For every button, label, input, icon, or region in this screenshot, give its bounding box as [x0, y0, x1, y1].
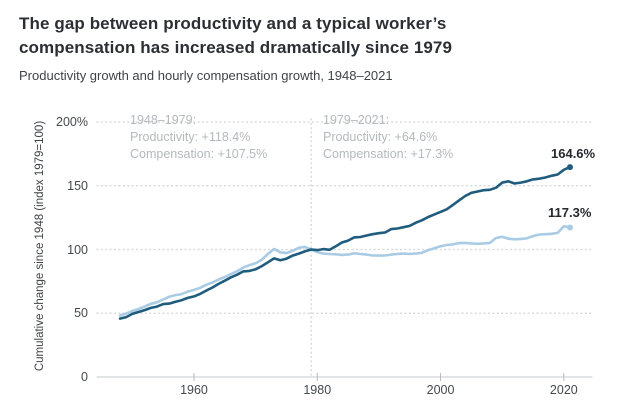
annotation-compensation: Compensation: +17.3% — [323, 147, 454, 161]
hourly-compensation-end-dot — [567, 224, 573, 231]
y-tick-label: 100 — [67, 242, 88, 257]
compensation-end-label: 117.3% — [548, 205, 592, 220]
y-tick-label: 0 — [81, 370, 88, 384]
annotation-range: 1979–2021: — [323, 113, 390, 127]
productivity-end-label: 164.6% — [551, 146, 596, 161]
annotation-range: 1948–1979: — [130, 113, 197, 127]
y-tick-label: 50 — [74, 306, 88, 321]
x-tick-label: 2020 — [549, 383, 578, 397]
x-tick-label: 1980 — [303, 383, 332, 397]
productivity-line — [118, 165, 572, 320]
chart-title-line2: compensation has increased dramatically … — [19, 38, 453, 57]
x-tick-label: 2000 — [426, 383, 455, 397]
chart-title-line1: The gap between productivity and a typic… — [19, 14, 447, 33]
annotation-compensation: Compensation: +107.5% — [130, 147, 268, 161]
annotation-productivity: Productivity: +64.6% — [323, 130, 438, 144]
chart-title: The gap between productivity and a typic… — [19, 12, 594, 60]
annotation-1979-2021: 1979–2021: Productivity: +64.6% Compensa… — [323, 112, 453, 163]
chart-subtitle: Productivity growth and hourly compensat… — [19, 68, 393, 83]
annotation-productivity: Productivity: +118.4% — [130, 130, 251, 144]
y-tick-label: 200% — [56, 115, 88, 129]
y-tick-label: 150 — [67, 178, 88, 193]
productivity-end-dot — [567, 164, 573, 171]
x-tick-label: 1960 — [180, 383, 208, 397]
hourly-compensation-line — [118, 224, 572, 317]
annotation-1948-1979: 1948–1979: Productivity: +118.4% Compens… — [130, 112, 267, 163]
